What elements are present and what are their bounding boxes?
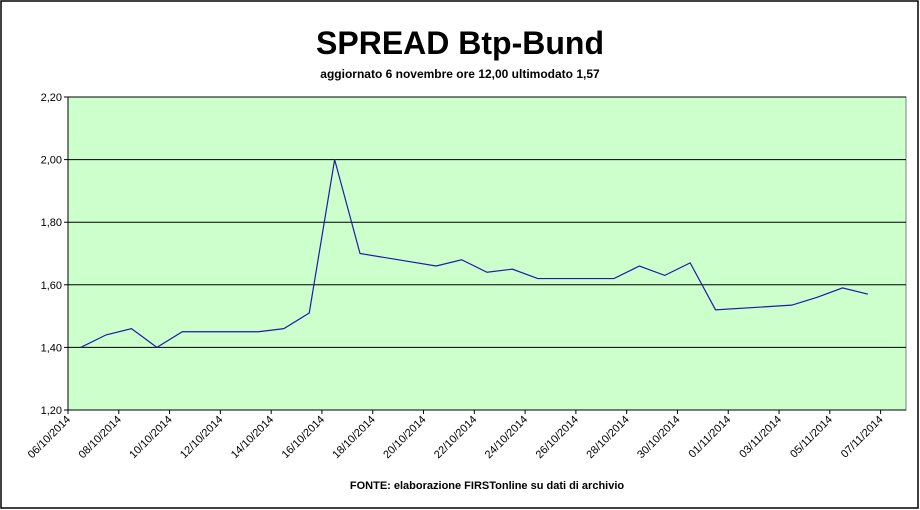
chart-title: SPREAD Btp-Bund — [316, 25, 604, 61]
y-tick-label: 1,40 — [41, 342, 62, 354]
source-note: FONTE: elaborazione FIRSTonline su dati … — [350, 480, 624, 492]
y-tick-label: 1,80 — [41, 217, 62, 229]
plot-area — [67, 96, 907, 411]
y-tick-label: 2,20 — [41, 92, 62, 104]
chart-subtitle: aggiornato 6 novembre ore 12,00 ultimoda… — [320, 67, 600, 81]
y-tick-label: 2,00 — [41, 155, 62, 167]
data-line — [80, 159, 869, 349]
y-tick-label: 1,20 — [41, 405, 62, 417]
y-tick-label: 1,60 — [41, 280, 62, 292]
